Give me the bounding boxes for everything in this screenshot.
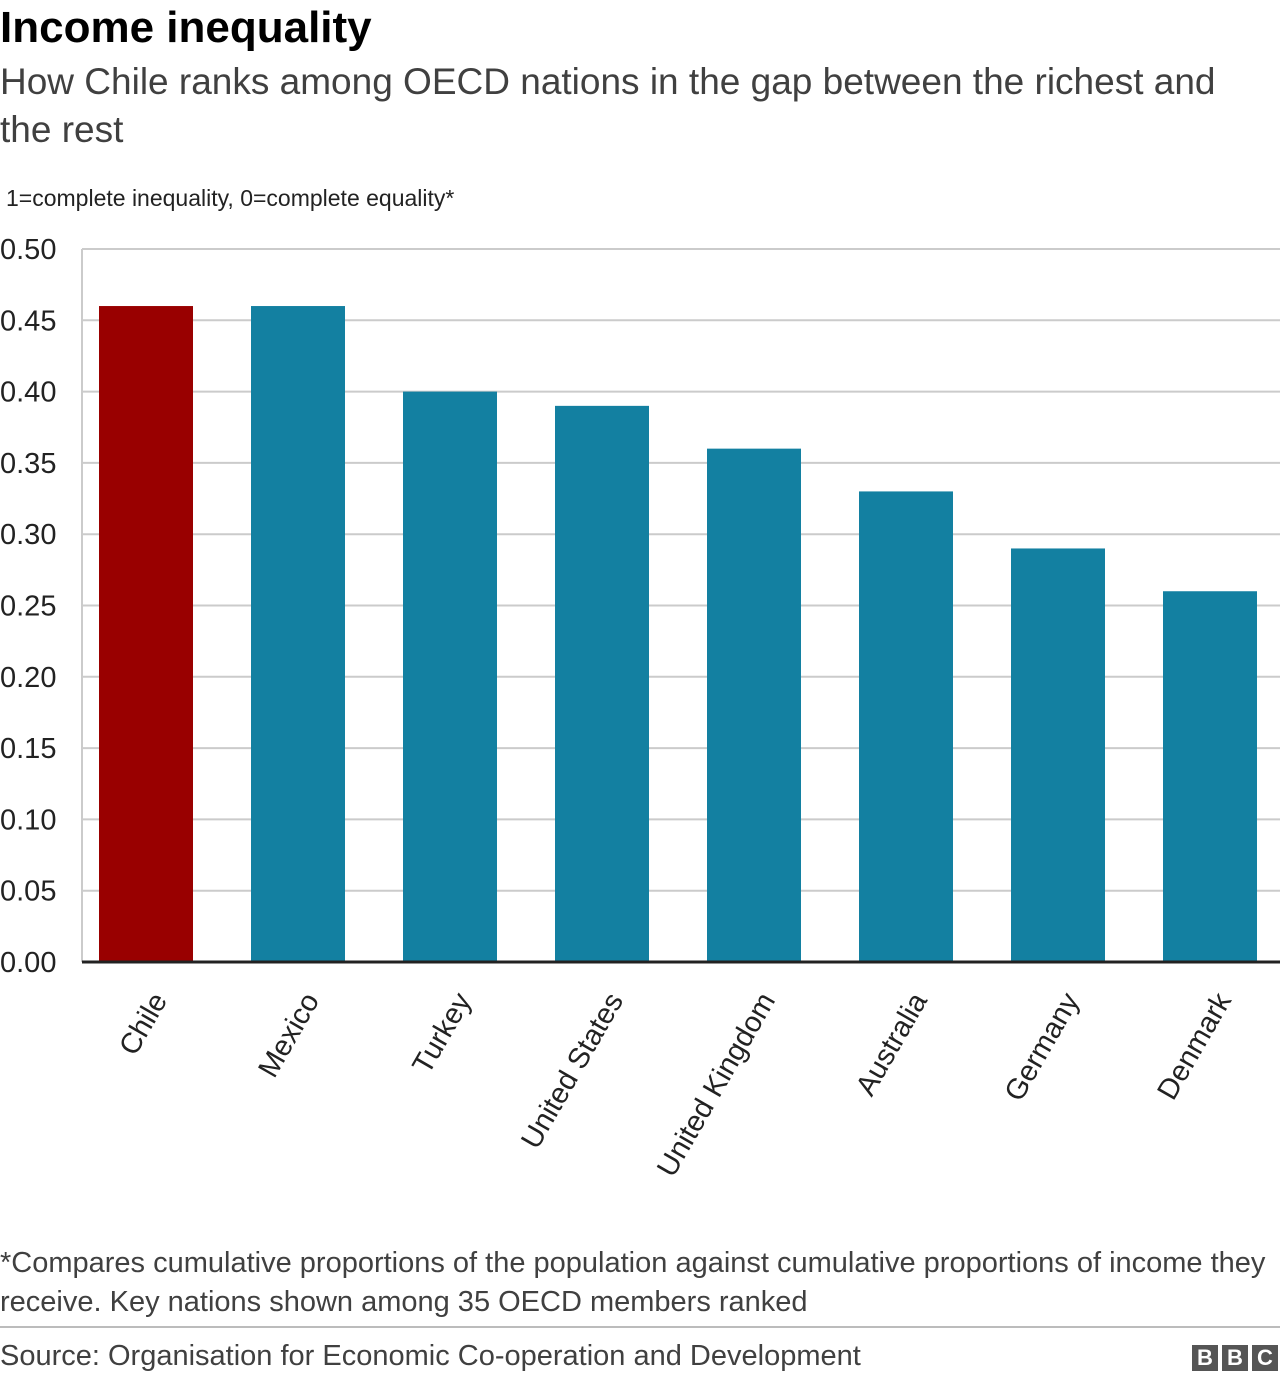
y-tick-label: 0.50 — [0, 234, 56, 266]
x-tick-label: United Kingdom — [651, 988, 782, 1183]
bar-chart: 1=complete inequality, 0=complete equali… — [0, 185, 1280, 1183]
bar-denmark — [1163, 591, 1257, 962]
y-axis-label: 1=complete inequality, 0=complete equali… — [6, 185, 454, 211]
x-tick-label: Mexico — [252, 988, 326, 1084]
y-tick-label: 0.15 — [0, 733, 56, 765]
y-tick-label: 0.45 — [0, 305, 56, 337]
x-tick-label: Chile — [113, 988, 174, 1061]
bar-mexico — [251, 306, 345, 962]
y-tick-label: 0.10 — [0, 804, 56, 836]
y-tick-label: 0.20 — [0, 662, 56, 694]
x-tick-label: Turkey — [407, 987, 479, 1079]
x-tick-label: Australia — [850, 987, 935, 1101]
y-tick-label: 0.25 — [0, 591, 56, 623]
y-tick-label: 0.05 — [0, 876, 56, 908]
source-line: Source: Organisation for Economic Co-ope… — [0, 1340, 861, 1372]
y-tick-label: 0.30 — [0, 519, 56, 551]
bbc-logo: B B C — [1192, 1345, 1278, 1371]
y-tick-label: 0.35 — [0, 448, 56, 480]
y-tick-label: 0.40 — [0, 377, 56, 409]
bar-germany — [1011, 548, 1105, 962]
bar-australia — [859, 491, 953, 962]
footer-divider — [0, 1326, 1280, 1328]
x-tick-label: Denmark — [1152, 987, 1239, 1105]
footnote: *Compares cumulative proportions of the … — [0, 1247, 1266, 1318]
bar-chile — [99, 306, 193, 962]
logo-letter: C — [1252, 1345, 1278, 1371]
y-tick-label: 0.00 — [0, 947, 56, 979]
bar-turkey — [403, 391, 497, 963]
chart-title: Income inequality — [0, 3, 372, 52]
logo-letter: B — [1192, 1345, 1218, 1371]
logo-letter: B — [1222, 1345, 1248, 1371]
x-tick-label: Germany — [999, 987, 1087, 1107]
bar-united-kingdom — [707, 448, 801, 962]
x-tick-label: United States — [515, 988, 630, 1155]
chart-subtitle: How Chile ranks among OECD nations in th… — [0, 61, 1216, 150]
bar-united-states — [555, 405, 649, 962]
